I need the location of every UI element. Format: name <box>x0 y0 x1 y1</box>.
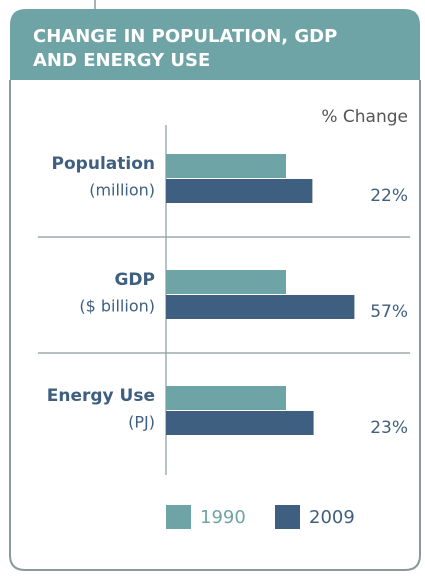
category-label: Population <box>52 154 155 174</box>
change-label: 22% <box>370 186 408 206</box>
chart-title: CHANGE IN POPULATION, GDP <box>33 26 337 47</box>
change-header: % Change <box>321 107 408 127</box>
change-label: 57% <box>370 302 408 322</box>
legend-label: 2009 <box>309 507 355 528</box>
bar <box>166 295 355 319</box>
header-band <box>10 9 420 80</box>
legend-swatch <box>275 505 300 529</box>
bar <box>166 411 314 435</box>
legend-label: 1990 <box>200 507 246 528</box>
category-unit: ($ billion) <box>79 297 155 316</box>
category-label: Energy Use <box>47 386 155 406</box>
legend-swatch <box>166 505 191 529</box>
change-label: 23% <box>370 418 408 438</box>
category-unit: (PJ) <box>128 413 155 432</box>
card-border <box>9 80 421 571</box>
category-unit: (million) <box>89 181 155 200</box>
bar <box>166 270 286 294</box>
chart-title: AND ENERGY USE <box>33 50 210 71</box>
category-label: GDP <box>114 270 155 290</box>
bar <box>166 179 313 203</box>
bar <box>166 386 286 410</box>
bar <box>166 154 286 178</box>
